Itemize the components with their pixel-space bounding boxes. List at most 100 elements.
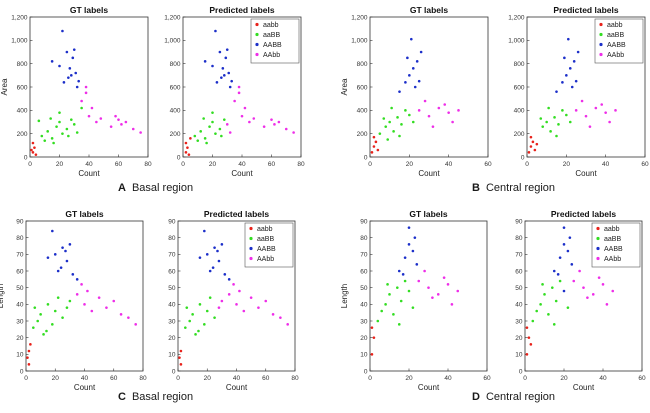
data-point-aabb (535, 309, 538, 313)
data-point-aabb (384, 303, 387, 306)
y-tick-label: 200 (357, 131, 368, 138)
y-tick-label: 1,000 (351, 38, 368, 45)
data-point-aabb (186, 146, 189, 149)
y-tick-label: 0 (519, 368, 523, 375)
chart-title: Predicted labels (209, 5, 274, 15)
data-point-aabb (427, 114, 431, 118)
data-point-aabb (95, 120, 98, 124)
data-point-aabb (407, 226, 411, 229)
data-point-aabb (75, 85, 79, 89)
data-point-aabb (563, 56, 566, 60)
plot-frame (369, 220, 488, 372)
data-point-aabb (71, 273, 75, 276)
x-tick-label: 0 (181, 161, 185, 168)
legend-marker-aabb (599, 22, 603, 27)
data-point-aabb (191, 313, 194, 316)
data-point-aabb (398, 90, 401, 93)
data-point-aabb (220, 243, 224, 246)
x-tick-label: 40 (238, 161, 246, 168)
data-point-aabb (252, 117, 256, 120)
x-axis-label: Count (78, 169, 100, 178)
data-point-aabb (382, 117, 386, 120)
x-axis-label: Count (226, 383, 248, 392)
data-point-aabb (67, 134, 70, 138)
legend-marker-aabb (599, 42, 603, 47)
data-point-aabb (527, 151, 531, 154)
legend-marker-aabb (255, 22, 259, 27)
legend-label: aabb (604, 226, 620, 233)
y-tick-label: 0 (177, 154, 181, 161)
data-point-aabb (431, 296, 434, 299)
y-tick-label: 80 (360, 235, 368, 242)
data-point-aabb (605, 303, 609, 306)
data-point-aabb (552, 323, 556, 326)
data-point-aabb (178, 356, 181, 359)
x-tick-label: 60 (484, 161, 492, 168)
data-point-aabb (139, 131, 142, 134)
caption-d: D Central region (472, 391, 555, 403)
legend: aabb aaBB AABB AAbb (594, 18, 644, 64)
data-point-aabb (554, 299, 558, 303)
data-point-aabb (184, 326, 187, 329)
data-point-aabb (378, 132, 382, 135)
data-point-aabb (205, 253, 209, 256)
data-point-aabb (46, 256, 50, 259)
data-point-aabb (36, 319, 39, 323)
x-tick-label: 40 (81, 375, 89, 382)
data-point-aabb (61, 246, 64, 249)
data-point-aabb (203, 229, 206, 233)
y-tick-label: 1,200 (164, 14, 181, 21)
data-point-aabb (70, 118, 73, 121)
data-point-aabb (549, 130, 552, 133)
x-tick-label: 0 (176, 375, 180, 382)
y-tick-label: 600 (357, 84, 368, 91)
data-point-aabb (525, 326, 529, 329)
data-point-aabb (529, 343, 533, 346)
data-point-aabb (49, 117, 52, 120)
x-tick-label: 60 (110, 375, 118, 382)
data-point-aabb (557, 123, 560, 126)
data-point-aabb (90, 106, 94, 110)
data-point-aabb (392, 313, 395, 316)
data-point-aabb (127, 316, 130, 319)
data-point-aabb (608, 120, 611, 124)
data-point-aabb (228, 131, 232, 134)
y-tick-label: 20 (515, 335, 523, 342)
data-point-aabb (262, 125, 266, 128)
data-point-aabb (270, 118, 273, 121)
data-point-aabb (565, 74, 568, 77)
data-point-aabb (427, 286, 430, 289)
data-point-aabb (213, 316, 216, 319)
data-point-aabb (415, 263, 419, 266)
caption-d-letter: D (472, 391, 480, 403)
y-tick-label: 80 (515, 235, 523, 242)
data-point-aabb (53, 253, 57, 256)
x-tick-label: 0 (28, 161, 32, 168)
data-point-aabb (611, 289, 615, 293)
data-point-aabb (286, 323, 289, 326)
y-axis-label: Area (0, 78, 9, 95)
legend-marker-aabb (255, 32, 259, 37)
data-point-aabb (370, 151, 374, 154)
data-point-aabb (396, 116, 399, 119)
x-axis-label: Count (418, 169, 440, 178)
data-point-aabb (411, 67, 415, 70)
data-point-aabb (211, 111, 214, 114)
data-point-aabb (220, 299, 224, 303)
legend-marker-aabb (596, 236, 600, 241)
y-tick-label: 70 (360, 252, 368, 259)
data-point-aabb (531, 140, 535, 144)
data-point-aabb (223, 74, 226, 77)
data-point-aabb (403, 279, 407, 283)
y-tick-label: 800 (170, 61, 181, 68)
x-tick-label: 0 (525, 161, 529, 168)
y-tick-label: 0 (364, 368, 368, 375)
y-tick-label: 10 (360, 352, 368, 359)
y-tick-label: 50 (360, 285, 368, 292)
chart-d-predicted: Predicted labels 0 20 40 60 0 10 20 30 40 50 60 70 80… (515, 209, 646, 392)
y-tick-label: 1,000 (508, 38, 525, 45)
data-point-aabb (558, 256, 562, 259)
data-point-aabb (292, 131, 295, 134)
data-point-aabb (71, 56, 75, 60)
